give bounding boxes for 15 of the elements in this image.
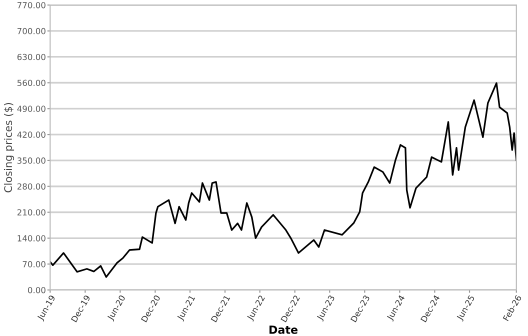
y-tick-label: 350.00 — [17, 157, 46, 164]
y-axis-title: Closing prices ($) — [4, 102, 14, 192]
y-tick-label: 770.00 — [18, 2, 46, 8]
y-tick-label: 140.00 — [18, 235, 46, 242]
y-tick-label: 630.00 — [17, 54, 46, 60]
y-tick-label: 560.00 — [17, 80, 46, 86]
x-axis-title: Date — [270, 326, 298, 334]
y-tick-label: 280.00 — [17, 183, 46, 190]
y-tick-label: 700.00 — [18, 28, 46, 34]
y-tick-label: 210.00 — [17, 209, 46, 216]
y-tick-label: 420.00 — [17, 132, 46, 138]
y-tick-label: 0.00 — [28, 286, 46, 294]
line-series — [50, 82, 516, 278]
y-tick-label: 70.00 — [22, 261, 46, 268]
y-tick-label: 490.00 — [17, 106, 46, 112]
